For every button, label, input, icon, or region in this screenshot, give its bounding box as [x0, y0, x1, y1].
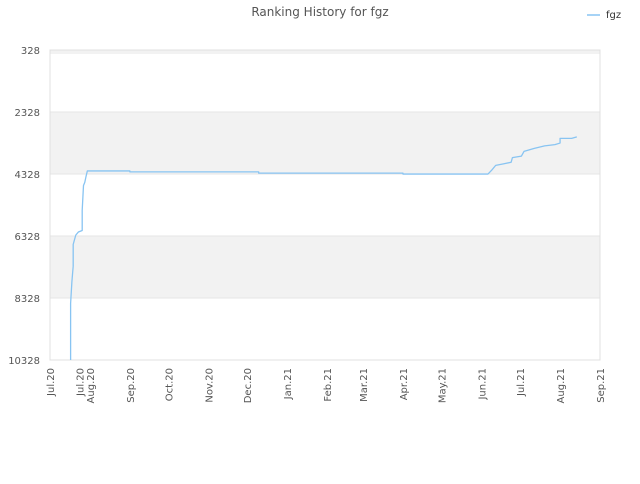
band: [50, 50, 600, 54]
y-tick-label: 2328: [15, 108, 40, 119]
series-layer: [69, 136, 577, 360]
x-tick-label: May.21: [438, 368, 449, 403]
chart-title: Ranking History for fgz: [251, 5, 388, 19]
y-tick-label: 8328: [15, 294, 40, 305]
y-tick-label: 328: [21, 46, 40, 57]
x-tick-label: Jul.20: [76, 368, 87, 397]
x-tick-label: Jul.20: [46, 368, 57, 397]
x-tick-label: Aug.20: [86, 368, 97, 403]
gridlines: [50, 49, 600, 361]
x-tick-label: Feb.21: [323, 368, 334, 402]
x-tick-label: Dec.20: [243, 368, 254, 403]
x-tick-label: Jun.21: [477, 368, 488, 401]
legend[interactable]: fgz: [587, 10, 621, 21]
background-bands: [50, 50, 600, 298]
x-tick-label: Jan.21: [283, 368, 294, 400]
x-tick-label: Sep.20: [126, 368, 137, 403]
x-tick-label: Oct.20: [165, 368, 176, 401]
x-tick-label: Aug.21: [556, 368, 567, 403]
x-tick-label: Mar.21: [359, 368, 370, 402]
x-axis-ticks: Jul.20 Jul.20 Aug.20 Sep.20 Oct.20 Nov.20 Dec.…: [46, 368, 607, 403]
band: [50, 112, 600, 174]
legend-label: fgz: [606, 10, 621, 21]
y-tick-label: 10328: [8, 356, 40, 367]
x-tick-label: Jul.21: [516, 368, 527, 397]
x-tick-label: Nov.20: [204, 368, 215, 403]
y-tick-label: 6328: [15, 232, 40, 243]
y-axis-ticks: 328 2328 4328 6328 8328 10328: [8, 46, 40, 367]
plot-frame: [49, 49, 601, 361]
x-tick-label: Apr.21: [399, 368, 410, 400]
band: [50, 236, 600, 298]
x-tick-label: Sep.21: [596, 368, 607, 403]
y-tick-label: 4328: [15, 170, 40, 181]
series-line: [69, 136, 577, 360]
